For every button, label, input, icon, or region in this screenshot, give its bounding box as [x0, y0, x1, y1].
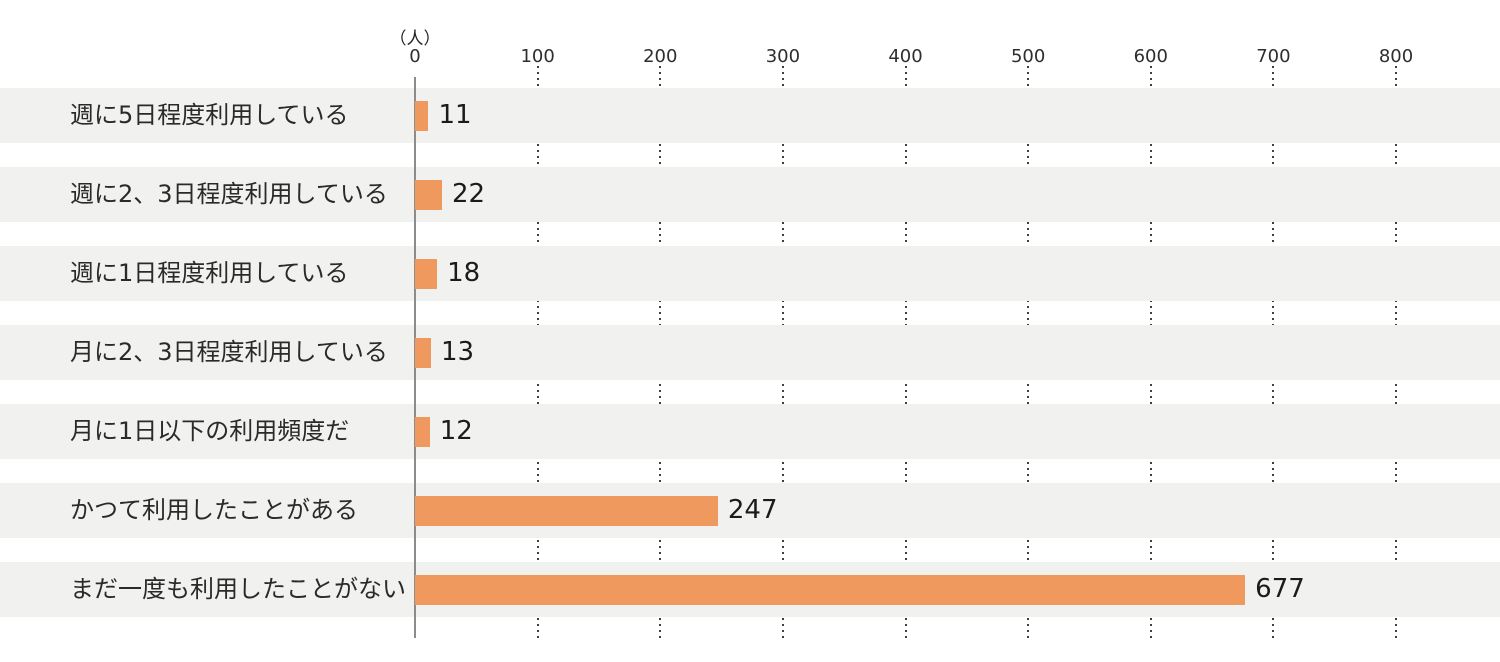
- x-axis-tick-label: 500: [1010, 46, 1046, 67]
- bar: [415, 179, 442, 210]
- category-label: 月に2、3日程度利用している: [70, 338, 388, 366]
- bar: [415, 495, 718, 526]
- chart-row-band: [0, 167, 1500, 222]
- x-axis-tick-label: 400: [888, 46, 923, 67]
- chart-row-band: [0, 325, 1500, 380]
- x-axis-tick-label: 800: [1378, 46, 1414, 67]
- x-axis-tick-label: 0: [409, 46, 421, 67]
- x-axis-tick-label: 100: [520, 46, 555, 67]
- value-label: 18: [447, 258, 481, 288]
- category-label: まだ一度も利用したことがない: [70, 575, 406, 603]
- category-label: 月に1日以下の利用頻度だ: [70, 417, 350, 445]
- x-axis-tick-label: 600: [1133, 46, 1168, 67]
- x-axis-tick-label: 300: [765, 46, 801, 67]
- category-label: 週に2、3日程度利用している: [70, 180, 388, 208]
- category-label: かつて利用したことがある: [70, 496, 358, 524]
- value-label: 12: [439, 416, 473, 446]
- value-label: 22: [451, 179, 486, 209]
- bar: [415, 416, 430, 447]
- axis-unit-label: （人）: [389, 29, 441, 49]
- x-axis-tick-label: 700: [1256, 46, 1291, 67]
- bar: [415, 574, 1246, 605]
- category-label: 週に1日程度利用している: [70, 259, 349, 287]
- chart-row-band: [0, 88, 1500, 143]
- value-label: 677: [1255, 574, 1305, 604]
- bar: [415, 100, 429, 131]
- value-label: 247: [727, 495, 778, 525]
- bar: [415, 337, 431, 368]
- value-label: 13: [440, 337, 475, 367]
- bar: [415, 258, 438, 289]
- chart-row-band: [0, 404, 1500, 459]
- chart-row-band: [0, 483, 1500, 538]
- value-label: 11: [438, 100, 472, 130]
- category-label: 週に5日程度利用している: [70, 101, 349, 129]
- chart-row-band: [0, 246, 1500, 301]
- x-axis-tick-label: 200: [643, 46, 678, 67]
